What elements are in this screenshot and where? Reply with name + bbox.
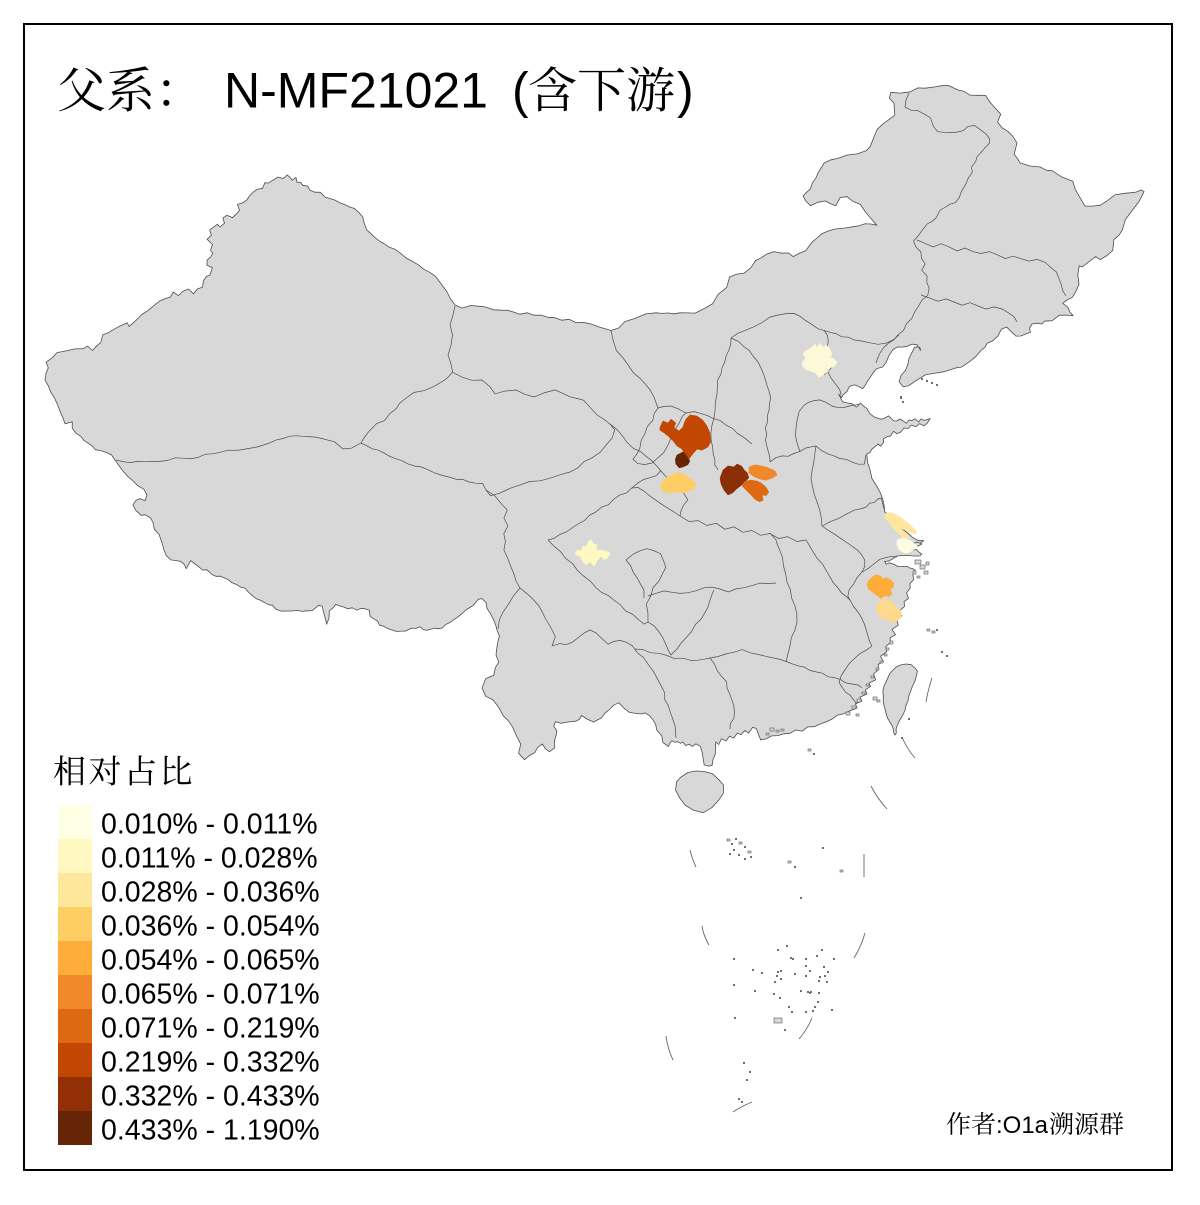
svg-text:0.433% - 1.190%: 0.433% - 1.190% (101, 1115, 320, 1147)
svg-text:0.010% - 0.011%: 0.010% - 0.011% (101, 809, 318, 841)
svg-text:0.071% - 0.219%: 0.071% - 0.219% (101, 1013, 320, 1045)
svg-text:): ) (677, 63, 694, 119)
svg-text:(: ( (512, 63, 529, 119)
svg-text:N-MF21021: N-MF21021 (224, 63, 488, 119)
svg-text:0.036% - 0.054%: 0.036% - 0.054% (101, 911, 320, 943)
svg-text:0.332% - 0.433%: 0.332% - 0.433% (101, 1081, 320, 1113)
svg-text:0.065% - 0.071%: 0.065% - 0.071% (101, 979, 320, 1011)
svg-text:0.054% - 0.065%: 0.054% - 0.065% (101, 945, 320, 977)
svg-text:0.028% - 0.036%: 0.028% - 0.036% (101, 877, 320, 909)
svg-text:0.219% - 0.332%: 0.219% - 0.332% (101, 1047, 320, 1079)
svg-text:0.011% - 0.028%: 0.011% - 0.028% (101, 843, 318, 875)
svg-text::O1a: :O1a (996, 1112, 1049, 1139)
